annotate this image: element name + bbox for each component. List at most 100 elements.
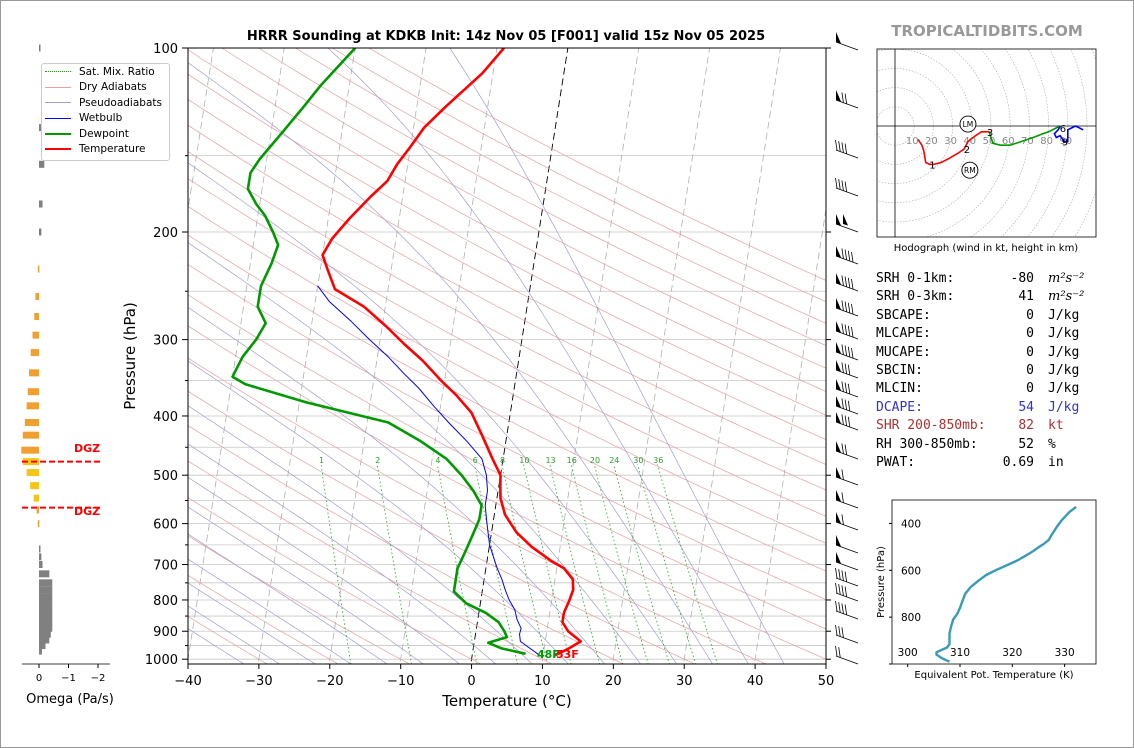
index-unit: J/kg [1048,344,1080,360]
barb-feather [844,345,847,356]
index-value: 0 [1026,381,1034,397]
hodo-height-label: 3 [987,128,993,139]
theta-e-ylabel: Pressure (hPa) [876,546,887,618]
omega-bar [21,446,39,454]
omega-bar [39,624,53,632]
mixing-ratio-label: 36 [653,456,663,465]
index-value: 54 [1018,399,1034,415]
wind-barb [835,600,859,620]
hodo-ring-label: 50 [983,136,996,147]
barb-feather [841,443,844,454]
dry-adiabat [188,325,826,660]
index-value: 41 [1018,289,1034,305]
index-label: PWAT: [876,454,916,470]
mixing-ratio-line [501,464,548,664]
barb-staff [835,41,859,51]
index-row: MLCIN: 0 J/kg [876,381,1106,399]
barb-feather [841,603,844,614]
sounding-indices: SRH 0-1km: -80 m²s⁻² SRH 0-3km: 41 m²s⁻² SBCAP… [876,271,1106,473]
barb-feather [841,381,844,392]
wind-barb [835,32,859,51]
barb-feather [838,626,841,637]
index-unit: J/kg [1048,399,1080,415]
wind-barbs [835,32,859,665]
chart-title: HRRR Sounding at KDKB Init: 14z Nov 05 [… [247,29,765,44]
omega-bar [35,292,39,300]
barb-feather [851,347,854,359]
hodo-ring-label: 10 [906,136,919,147]
x-tick-label: 40 [747,674,764,689]
barb-feather [847,416,851,427]
isotherm [612,48,711,664]
index-unit: in [1048,454,1064,470]
profile-dewpoint [231,48,526,656]
barb-feather [841,275,844,286]
index-label: SBCIN: [876,362,923,378]
barb-feather [838,584,841,595]
omega-bar [28,369,39,377]
wind-barb [835,412,859,431]
index-row: MLCAPE: 0 J/kg [876,326,1106,344]
barb-flag [836,214,841,226]
hodo-ring-label: 60 [1002,136,1015,147]
barb-feather [841,627,844,638]
omega-panel: 0 −1 −2 [21,44,110,684]
barb-staff [835,499,859,509]
omega-bar [39,228,42,236]
hodo-height-label: 6 [1060,124,1066,135]
barb-feather [841,344,844,355]
barb-feather [841,492,844,503]
barb-feather [844,249,847,260]
omega-bar [39,593,53,601]
mixing-ratio-label: 20 [590,456,600,465]
omega-bar [22,431,39,439]
index-unit: % [1048,436,1056,452]
barb-flag [836,321,841,333]
index-row: SRH 0-3km: 41 m²s⁻² [876,289,1106,307]
barb-feather [851,326,854,338]
y-tick-label: 700 [153,559,178,574]
isotherm [541,48,640,664]
barb-flag [836,273,841,285]
barb-feather [841,570,844,581]
x-tick-label: 30 [676,674,693,689]
barb-staff [835,577,859,587]
mixing-ratio-label: 1 [319,456,324,465]
wind-barb [835,246,859,265]
omega-bar [39,44,41,52]
omega-bar [39,642,46,650]
omega-bar [26,469,39,477]
theta-y-tick-label: 600 [901,565,921,577]
mixing-ratio-label: 24 [609,456,619,465]
barb-feather [844,143,847,154]
omega-bar [39,630,51,638]
moist-adiabat [188,605,280,664]
theta-x-tick-label: 300 [898,647,918,659]
legend-swatch [45,132,71,135]
index-label: MLCIN: [876,381,923,397]
omega-bar [33,494,39,502]
x-tick-label: −10 [387,674,414,689]
barb-staff [835,521,859,531]
barb-feather [847,364,851,375]
x-tick-label: −30 [245,674,272,689]
index-label: MLCAPE: [876,326,931,342]
omega-bar [27,388,39,396]
barb-staff [835,610,859,620]
wind-barb [835,273,859,292]
x-tick-label: 50 [818,674,835,689]
profile-wetbulb [317,285,540,656]
omega-bar [39,579,53,587]
wind-barb [835,467,859,486]
omega-bar [30,349,39,357]
mixing-ratio-line [549,464,600,664]
legend-swatch [45,148,71,151]
chart-legend: Sat. Mix. Ratio Dry Adiabats Pseudoadiab… [41,63,170,161]
barb-feather [835,139,838,151]
omega-bar [39,599,53,607]
dry-adiabat [221,48,826,369]
barb-staff [835,405,859,415]
barb-flag [843,214,848,226]
moist-adiabat [188,405,533,664]
isotherm [399,48,498,664]
